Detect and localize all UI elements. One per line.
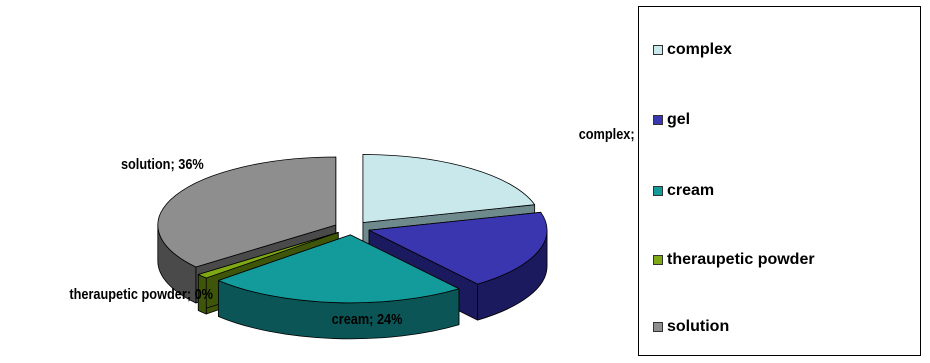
legend-label-cream: cream [667,182,715,199]
legend-entry-solution: solution [653,315,729,339]
pie-slice-cream [217,234,460,304]
legend-swatch-gel [653,115,663,125]
legend-swatch-solution [653,322,663,332]
legend-swatch-theraupetic-powder [653,255,663,265]
legend-label-complex: complex [667,41,732,58]
pie-slice-solution [157,156,337,268]
data-label-solution: solution; 36% [121,155,204,172]
chart-legend: complex gel cream theraupetic powder sol… [638,6,921,356]
legend-entry-cream: cream [653,179,714,203]
legend-label-gel: gel [667,111,691,128]
legend-entry-complex: complex [653,38,732,62]
legend-swatch-cream [653,186,663,196]
legend-label-theraupetic-powder: theraupetic powder [667,251,815,268]
legend-swatch-complex [653,45,663,55]
legend-entry-theraupetic-powder: theraupetic powder [653,248,815,272]
pie-slice-theraupetic-powder [197,232,339,279]
data-label-theraupetic-powder: theraupetic powder; 0% [69,285,213,302]
pie-chart: complex; 21%gel; 19%cream; 24%theraupeti… [69,125,640,340]
legend-entry-gel: gel [653,108,690,132]
pie-slice-gel [368,211,548,285]
data-label-complex: complex; 21% [579,125,640,142]
legend-label-solution: solution [667,318,730,335]
pie-slice-complex [362,154,536,223]
data-label-cream: cream; 24% [332,310,403,327]
